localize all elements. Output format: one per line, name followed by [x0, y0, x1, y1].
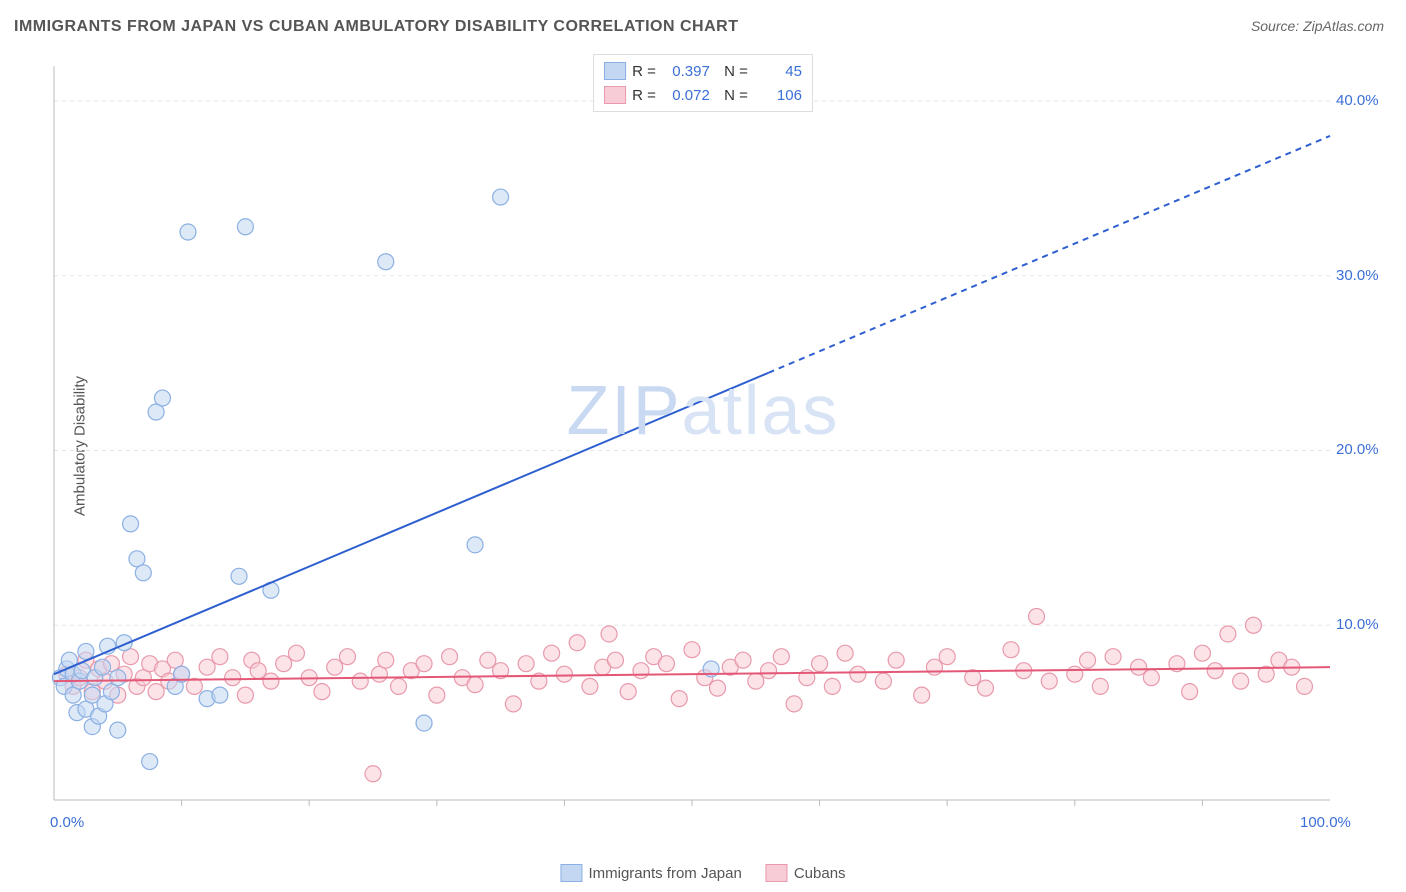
legend-item-cubans: Cubans	[766, 864, 846, 882]
y-tick-30: 30.0%	[1336, 267, 1379, 284]
legend-label: Cubans	[794, 865, 846, 882]
series-legend: Immigrants from Japan Cubans	[560, 864, 845, 882]
legend-row-cubans: R =0.072 N =106	[604, 83, 802, 107]
chart-title: IMMIGRANTS FROM JAPAN VS CUBAN AMBULATOR…	[14, 18, 738, 36]
legend-item-japan: Immigrants from Japan	[560, 864, 741, 882]
legend-swatch-japan	[604, 62, 626, 80]
y-tick-10: 10.0%	[1336, 616, 1379, 633]
y-tick-40: 40.0%	[1336, 92, 1379, 109]
x-tick-max: 100.0%	[1300, 814, 1351, 831]
y-tick-20: 20.0%	[1336, 441, 1379, 458]
legend-row-japan: R =0.397 N =45	[604, 59, 802, 83]
legend-swatch-cubans	[604, 86, 626, 104]
correlation-legend: R =0.397 N =45 R =0.072 N =106	[593, 54, 813, 112]
legend-label: Immigrants from Japan	[588, 865, 741, 882]
legend-swatch-icon	[560, 864, 582, 882]
scatter-plot	[50, 50, 1380, 840]
source-label: Source: ZipAtlas.com	[1251, 18, 1384, 34]
legend-swatch-icon	[766, 864, 788, 882]
x-tick-min: 0.0%	[50, 814, 84, 831]
